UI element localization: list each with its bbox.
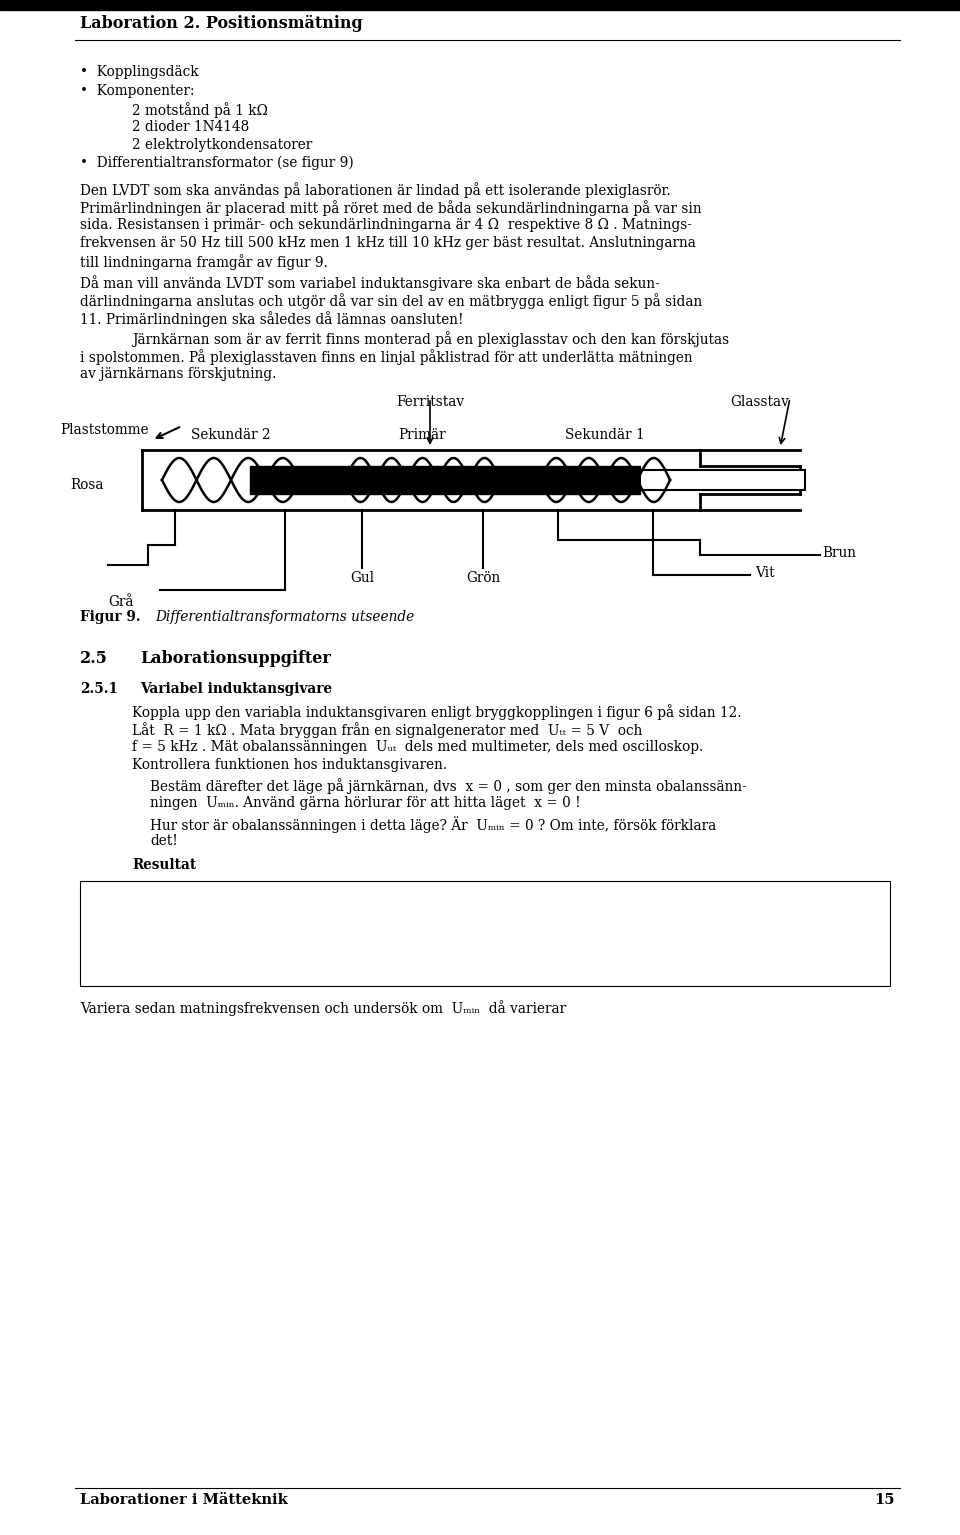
Text: Variabel induktansgivare: Variabel induktansgivare xyxy=(140,682,332,695)
Text: •  Komponenter:: • Komponenter: xyxy=(80,84,195,98)
Text: Primärlindningen är placerad mitt på röret med de båda sekundärlindningarna på v: Primärlindningen är placerad mitt på rör… xyxy=(80,200,702,216)
Text: Då man vill använda LVDT som variabel induktansgivare ska enbart de båda sekun-: Då man vill använda LVDT som variabel in… xyxy=(80,275,660,290)
Bar xyxy=(250,467,640,494)
Text: f = 5 kHz . Mät obalanssänningen  Uᵤₜ  dels med multimeter, dels med oscilloskop: f = 5 kHz . Mät obalanssänningen Uᵤₜ del… xyxy=(132,740,704,754)
Text: därlindningarna anslutas och utgör då var sin del av en mätbrygga enligt figur 5: därlindningarna anslutas och utgör då va… xyxy=(80,293,703,309)
Bar xyxy=(640,470,805,490)
Text: frekvensen är 50 Hz till 500 kHz men 1 kHz till 10 kHz ger bäst resultat. Anslut: frekvensen är 50 Hz till 500 kHz men 1 k… xyxy=(80,236,696,250)
Text: Grå: Grå xyxy=(108,596,133,609)
Text: 2.5.1: 2.5.1 xyxy=(80,682,118,695)
Text: Sekundär 2: Sekundär 2 xyxy=(191,428,271,442)
Text: 2 dioder 1N4148: 2 dioder 1N4148 xyxy=(132,120,250,134)
Text: Den LVDT som ska användas på laborationen är lindad på ett isolerande plexiglasr: Den LVDT som ska användas på laboratione… xyxy=(80,183,671,198)
Text: Bestäm därefter det läge på järnkärnan, dvs  x = 0 , som ger den minsta obalanss: Bestäm därefter det läge på järnkärnan, … xyxy=(150,778,747,794)
Text: Laborationer i Mätteknik: Laborationer i Mätteknik xyxy=(80,1494,288,1507)
Text: Differentialtransformatorns utseende: Differentialtransformatorns utseende xyxy=(155,609,415,625)
Text: •  Kopplingsdäck: • Kopplingsdäck xyxy=(80,64,199,78)
Text: 15: 15 xyxy=(875,1494,895,1507)
Text: ningen  Uₘᵢₙ. Använd gärna hörlurar för att hitta läget  x = 0 !: ningen Uₘᵢₙ. Använd gärna hörlurar för a… xyxy=(150,797,581,810)
Text: •  Differentialtransformator (se figur 9): • Differentialtransformator (se figur 9) xyxy=(80,157,353,170)
Text: till lindningarna framgår av figur 9.: till lindningarna framgår av figur 9. xyxy=(80,253,328,270)
Text: Resultat: Resultat xyxy=(132,858,196,872)
Text: Gul: Gul xyxy=(350,571,374,585)
Text: Hur stor är obalanssänningen i detta läge? Är  Uₘᵢₙ = 0 ? Om inte, försök förkla: Hur stor är obalanssänningen i detta läg… xyxy=(150,817,716,834)
Text: 11. Primärlindningen ska således då lämnas oansluten!: 11. Primärlindningen ska således då lämn… xyxy=(80,312,464,327)
Text: i spolstommen. På plexiglasstaven finns en linjal påklistrad för att underlätta : i spolstommen. På plexiglasstaven finns … xyxy=(80,348,692,365)
Text: Plaststomme: Plaststomme xyxy=(60,424,149,437)
Text: Laborationsuppgifter: Laborationsuppgifter xyxy=(140,649,331,668)
Text: Glasstav: Glasstav xyxy=(731,394,789,408)
Text: 2 motstånd på 1 kΩ: 2 motstånd på 1 kΩ xyxy=(132,101,268,118)
Text: Kontrollera funktionen hos induktansgivaren.: Kontrollera funktionen hos induktansgiva… xyxy=(132,758,447,772)
Bar xyxy=(0,0,960,11)
Bar xyxy=(80,881,890,985)
Text: Järnkärnan som är av ferrit finns monterad på en plexiglasstav och den kan försk: Järnkärnan som är av ferrit finns monter… xyxy=(132,332,730,347)
Text: Brun: Brun xyxy=(822,546,856,560)
Text: Vit: Vit xyxy=(755,566,775,580)
Text: Sekundär 1: Sekundär 1 xyxy=(565,428,645,442)
Text: Låt  R = 1 kΩ . Mata bryggan från en signalgenerator med  Uₜₜ = 5 V  och: Låt R = 1 kΩ . Mata bryggan från en sign… xyxy=(132,721,642,738)
Text: det!: det! xyxy=(150,834,178,847)
Text: 2.5: 2.5 xyxy=(80,649,108,668)
Text: Grön: Grön xyxy=(466,571,500,585)
Text: Koppla upp den variabla induktansgivaren enligt bryggkopplingen i figur 6 på sid: Koppla upp den variabla induktansgivaren… xyxy=(132,705,741,720)
Text: Rosa: Rosa xyxy=(70,477,104,493)
Text: Laboration 2. Positionsmätning: Laboration 2. Positionsmätning xyxy=(80,15,363,32)
Text: Figur 9.: Figur 9. xyxy=(80,609,140,625)
Text: Primär: Primär xyxy=(398,428,445,442)
Text: Ferritstav: Ferritstav xyxy=(396,394,464,408)
Text: av järnkärnans förskjutning.: av järnkärnans förskjutning. xyxy=(80,367,276,381)
Text: sida. Resistansen i primär- och sekundärlindningarna är 4 Ω  respektive 8 Ω . Ma: sida. Resistansen i primär- och sekundär… xyxy=(80,218,692,232)
Text: 2 elektrolytkondensatorer: 2 elektrolytkondensatorer xyxy=(132,138,312,152)
Text: Variera sedan matningsfrekvensen och undersök om  Uₘᵢₙ  då varierar: Variera sedan matningsfrekvensen och und… xyxy=(80,999,566,1016)
